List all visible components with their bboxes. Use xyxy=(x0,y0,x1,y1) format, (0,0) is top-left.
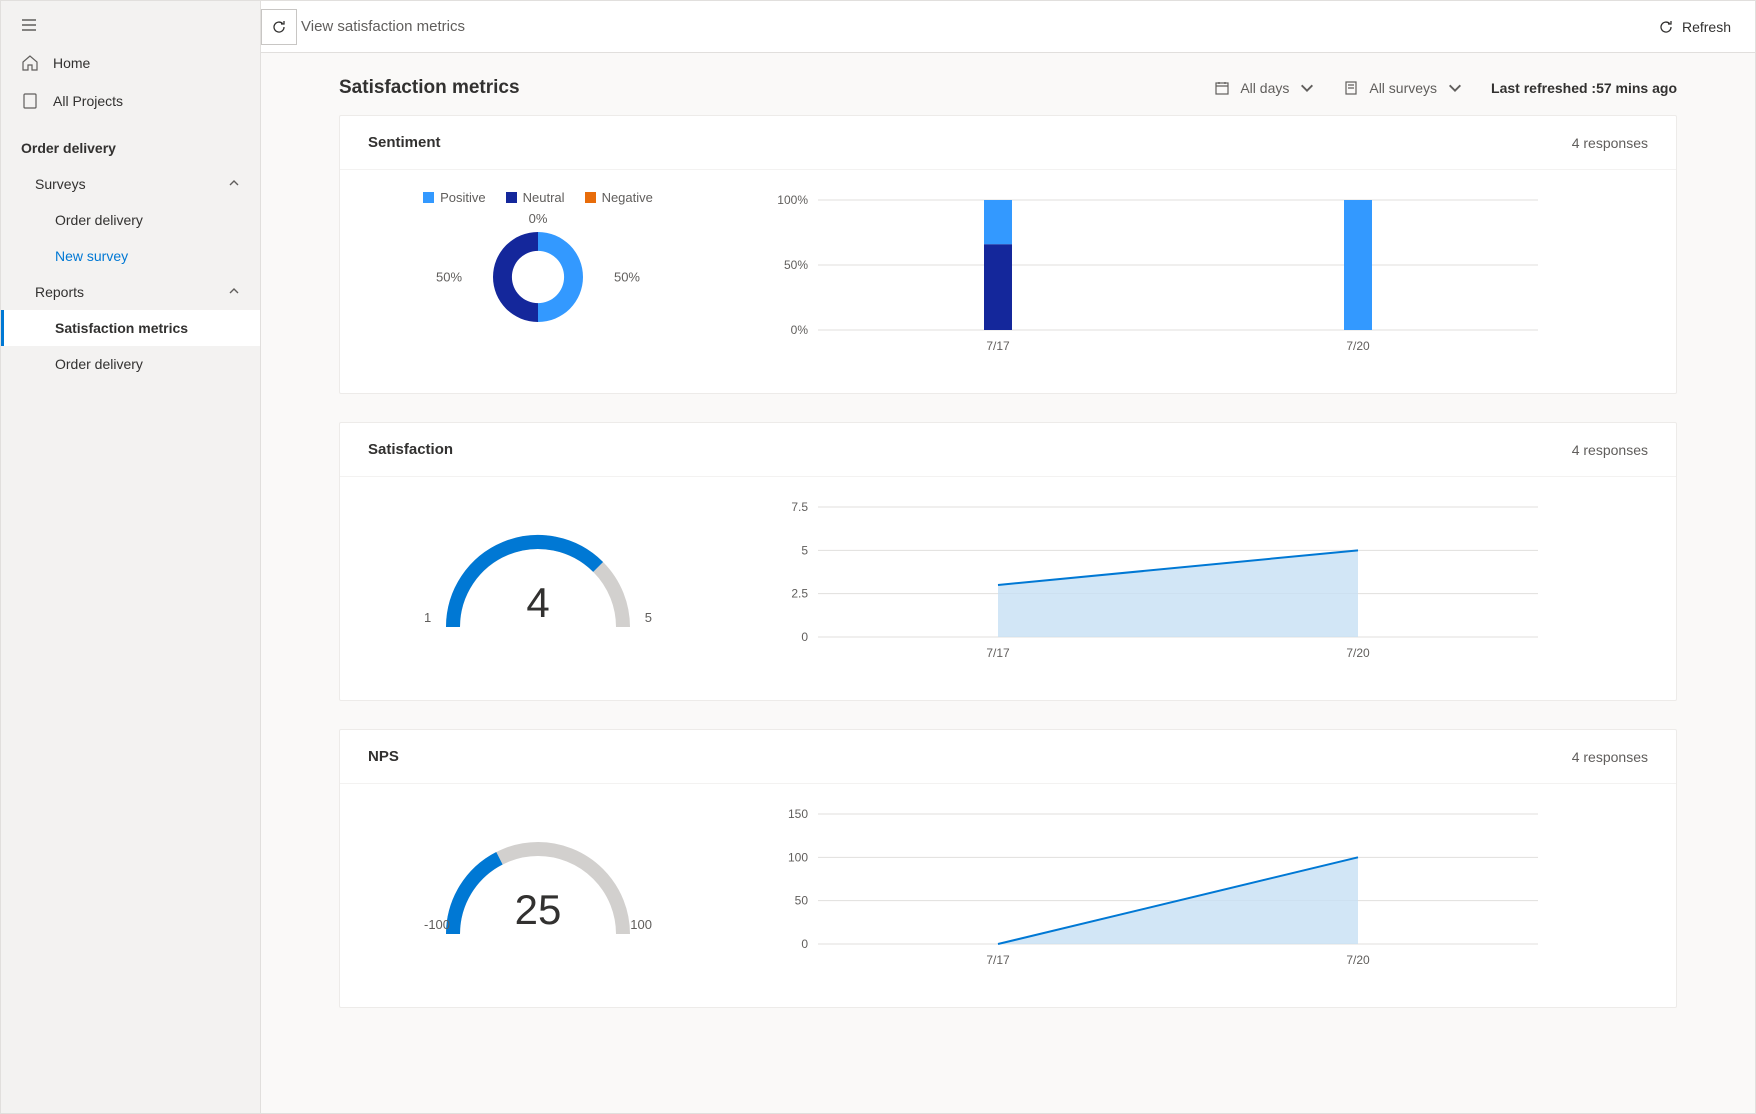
svg-text:7/20: 7/20 xyxy=(1346,646,1370,660)
donut-top-label: 0% xyxy=(529,211,548,226)
nps-title: NPS xyxy=(368,748,399,765)
refresh-icon xyxy=(271,19,287,35)
sidebar-item-home[interactable]: Home xyxy=(1,44,260,82)
sidebar-reports-group[interactable]: Reports xyxy=(1,274,260,310)
hamburger-button[interactable] xyxy=(1,9,260,44)
refresh-label: Refresh xyxy=(1682,19,1731,35)
svg-text:7.5: 7.5 xyxy=(791,500,808,514)
gauge-min: 1 xyxy=(424,610,431,625)
area-chart-svg: 0 2.5 5 7.5 7/17 7/20 xyxy=(768,497,1548,667)
svg-text:50%: 50% xyxy=(784,258,808,272)
legend-positive: Positive xyxy=(423,190,486,205)
sidebar: Home All Projects Order delivery Surveys… xyxy=(1,1,261,1113)
sidebar-surveys-label: Surveys xyxy=(35,176,86,192)
sentiment-donut: 0% 50% 50% xyxy=(438,217,638,337)
main: View satisfaction metrics Refresh Satisf… xyxy=(261,1,1755,1113)
chevron-up-icon xyxy=(228,284,240,300)
sidebar-home-label: Home xyxy=(53,55,90,71)
svg-text:50: 50 xyxy=(795,894,809,908)
sidebar-all-projects-label: All Projects xyxy=(53,93,123,109)
donut-right-label: 50% xyxy=(614,270,640,285)
donut-chart-svg xyxy=(478,217,598,337)
topbar: View satisfaction metrics Refresh xyxy=(261,1,1755,53)
sentiment-bar-chart: 0% 50% 100% 7/17 7/20 xyxy=(768,190,1648,363)
svg-text:7/20: 7/20 xyxy=(1346,953,1370,967)
home-icon xyxy=(21,54,39,72)
projects-icon xyxy=(21,92,39,110)
breadcrumb: View satisfaction metrics xyxy=(301,18,465,35)
page-title: Satisfaction metrics xyxy=(339,77,520,99)
hamburger-icon xyxy=(21,17,37,33)
svg-text:5: 5 xyxy=(801,543,808,557)
sentiment-title: Sentiment xyxy=(368,134,441,151)
sentiment-donut-section: Positive Neutral Negative 0% 50% 50% xyxy=(368,190,708,363)
legend-negative: Negative xyxy=(585,190,653,205)
nps-area-chart: 0 50 100 150 7/17 7/20 xyxy=(768,804,1648,977)
chevron-up-icon xyxy=(228,176,240,192)
nps-gauge-section: -100 100 25 xyxy=(368,804,708,977)
gauge-min: -100 xyxy=(424,917,450,932)
svg-text:100: 100 xyxy=(788,850,808,864)
sidebar-section-title: Order delivery xyxy=(1,120,260,166)
svg-text:0%: 0% xyxy=(791,323,809,337)
nps-card: NPS 4 responses -100 100 25 0 50 100 150 7/1… xyxy=(339,729,1677,1008)
sidebar-survey-order-delivery[interactable]: Order delivery xyxy=(1,202,260,238)
last-refreshed-text: Last refreshed :57 mins ago xyxy=(1491,80,1677,96)
legend-neutral: Neutral xyxy=(506,190,565,205)
gauge-max: 5 xyxy=(645,610,652,625)
satisfaction-area-chart: 0 2.5 5 7.5 7/17 7/20 xyxy=(768,497,1648,670)
donut-left-label: 50% xyxy=(436,270,462,285)
sentiment-responses: 4 responses xyxy=(1572,135,1648,151)
legend-label: Neutral xyxy=(523,190,565,205)
sidebar-new-survey-link[interactable]: New survey xyxy=(1,238,260,274)
svg-text:7/17: 7/17 xyxy=(986,646,1010,660)
filter-surveys-label: All surveys xyxy=(1369,80,1437,96)
chevron-down-icon xyxy=(1299,80,1315,96)
refresh-button[interactable]: Refresh xyxy=(1658,19,1731,35)
toolbar-refresh-icon-button[interactable] xyxy=(261,9,297,45)
legend-label: Positive xyxy=(440,190,486,205)
stacked-bar-svg: 0% 50% 100% 7/17 7/20 xyxy=(768,190,1548,360)
filter-surveys[interactable]: All surveys xyxy=(1343,80,1463,96)
sidebar-reports-label: Reports xyxy=(35,284,84,300)
nps-responses: 4 responses xyxy=(1572,749,1648,765)
sidebar-surveys-group[interactable]: Surveys xyxy=(1,166,260,202)
legend-swatch xyxy=(585,192,596,203)
svg-text:0: 0 xyxy=(801,630,808,644)
svg-text:7/20: 7/20 xyxy=(1346,339,1370,353)
filter-days[interactable]: All days xyxy=(1214,80,1315,96)
legend-label: Negative xyxy=(602,190,653,205)
calendar-icon xyxy=(1214,80,1230,96)
satisfaction-card: Satisfaction 4 responses 1 5 4 0 2.5 5 7.5 7… xyxy=(339,422,1677,701)
gauge-max: 100 xyxy=(630,917,652,932)
svg-text:150: 150 xyxy=(788,807,808,821)
satisfaction-gauge-section: 1 5 4 xyxy=(368,497,708,670)
svg-text:0: 0 xyxy=(801,937,808,951)
page-header: Satisfaction metrics All days All survey… xyxy=(261,53,1755,115)
legend-swatch xyxy=(506,192,517,203)
sentiment-legend: Positive Neutral Negative xyxy=(423,190,653,205)
nps-gauge: -100 100 25 xyxy=(408,804,668,944)
satisfaction-responses: 4 responses xyxy=(1572,442,1648,458)
sidebar-report-satisfaction-metrics[interactable]: Satisfaction metrics xyxy=(1,310,260,346)
satisfaction-title: Satisfaction xyxy=(368,441,453,458)
gauge-value: 4 xyxy=(526,579,549,627)
svg-text:7/17: 7/17 xyxy=(986,339,1010,353)
svg-text:100%: 100% xyxy=(777,193,808,207)
legend-swatch xyxy=(423,192,434,203)
survey-icon xyxy=(1343,80,1359,96)
area-chart-svg: 0 50 100 150 7/17 7/20 xyxy=(768,804,1548,974)
sentiment-card: Sentiment 4 responses Positive Neutral N… xyxy=(339,115,1677,394)
satisfaction-gauge: 1 5 4 xyxy=(408,497,668,637)
sidebar-report-order-delivery[interactable]: Order delivery xyxy=(1,346,260,382)
svg-text:2.5: 2.5 xyxy=(791,587,808,601)
chevron-down-icon xyxy=(1447,80,1463,96)
sidebar-item-all-projects[interactable]: All Projects xyxy=(1,82,260,120)
filter-days-label: All days xyxy=(1240,80,1289,96)
gauge-value: 25 xyxy=(515,886,562,934)
svg-text:7/17: 7/17 xyxy=(986,953,1010,967)
refresh-icon xyxy=(1658,19,1674,35)
